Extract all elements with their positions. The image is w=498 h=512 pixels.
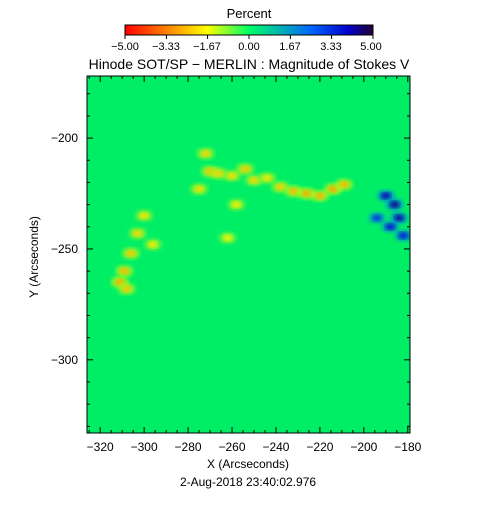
heatmap-feature [275,183,286,191]
heatmap-feature [227,172,238,180]
x-axis-label: X (Arcseconds) [207,457,289,471]
chart-title: Hinode SOT/SP − MERLIN : Magnitude of St… [89,56,410,72]
heatmap-feature [132,229,143,237]
plot-background [87,76,410,433]
heatmap-feature [121,285,132,293]
y-axis-label: Y (Arcseconds) [27,216,41,298]
heatmap-feature [240,165,251,173]
colorbar-ticks [124,35,374,39]
heatmap-feature [213,170,224,178]
heatmap-feature [231,201,242,209]
x-tick-labels: −320 −300 −280 −260 −240 −220 −200 −180 [87,440,422,454]
heatmap-feature [147,241,158,249]
heatmap-feature [139,212,150,220]
heatmap-feature [262,174,273,182]
colorbar [124,24,374,36]
observation-timestamp: 2-Aug-2018 23:40:02.976 [180,475,316,489]
colorbar-tick-labels: −5.00 −3.33 −1.67 0.00 1.67 3.33 5.00 [111,41,382,53]
heatmap-feature [222,234,233,242]
x-axis-ticks [88,76,409,433]
x-tick-label: −180 [394,440,421,454]
heatmap-feature [314,192,325,200]
colorbar-tick-label: 3.33 [320,41,341,53]
colorbar-tick-label: 0.00 [238,41,259,53]
heatmap-feature [372,214,383,222]
colorbar-label: Percent [227,6,272,21]
colorbar-tick-label: −5.00 [111,41,139,53]
heatmap-feature [398,232,409,240]
heatmap-feature [339,181,350,189]
heatmap-feature [288,187,299,195]
heatmap-feature [380,192,391,200]
heatmap-feature [385,223,396,231]
x-tick-label: −220 [306,440,333,454]
colorbar-tick-label: −3.33 [152,41,180,53]
heatmap-feature [200,150,211,158]
heatmap-feature [119,267,130,275]
colorbar-tick-label: −1.67 [193,41,221,53]
y-tick-label: −300 [51,353,78,367]
y-tick-label: −200 [51,131,78,145]
heatmap-feature [301,190,312,198]
y-tick-labels: −200 −250 −300 [51,131,78,367]
x-tick-label: −320 [87,440,114,454]
heatmap-feature [194,185,205,193]
colorbar-tick-label: 5.00 [360,41,381,53]
plot-frame [86,75,411,434]
heatmap-feature [328,185,339,193]
heatmap-features [110,147,410,295]
heatmap-feature [248,176,259,184]
x-tick-label: −280 [175,440,202,454]
y-tick-label: −250 [51,242,78,256]
x-tick-label: −300 [131,440,158,454]
heatmap-feature [389,201,400,209]
heatmap-feature [125,249,136,257]
x-tick-label: −260 [219,440,246,454]
colorbar-tick-label: 1.67 [279,41,300,53]
x-tick-label: −200 [350,440,377,454]
x-tick-label: −240 [262,440,289,454]
y-axis-ticks [87,93,410,427]
heatmap-feature [394,214,405,222]
